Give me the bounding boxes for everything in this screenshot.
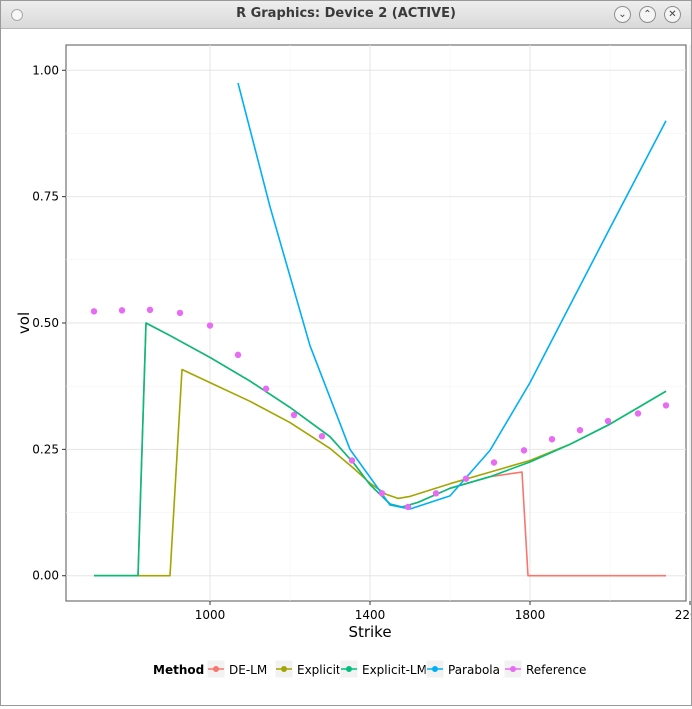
data-point-reference (404, 503, 412, 511)
legend-key-point-de-lm (213, 666, 219, 672)
data-point-reference (206, 322, 214, 329)
window-menu-icon[interactable] (11, 9, 23, 21)
legend-label-de-lm: DE-LM (229, 663, 267, 677)
data-point-reference (662, 402, 670, 409)
legend-label-explicit-lm: Explicit-LM (362, 663, 427, 677)
series-group (90, 82, 670, 577)
data-point-reference (432, 490, 440, 497)
y-tick-label: 0.25 (32, 442, 59, 456)
y-tick-label: 0.75 (32, 190, 59, 204)
y-tick-label: 1.00 (32, 63, 59, 77)
x-tick-label: 1000 (195, 608, 226, 622)
close-button[interactable]: ✕ (664, 6, 681, 23)
window-title: R Graphics: Device 2 (ACTIVE) (236, 6, 456, 21)
legend-label-explicit: Explicit (297, 663, 341, 677)
data-point-reference (520, 447, 528, 454)
legend-key-point-reference (510, 666, 516, 672)
data-point-reference (490, 459, 498, 466)
data-point-reference (548, 436, 556, 443)
data-point-reference (262, 385, 270, 392)
data-point-reference (146, 306, 154, 314)
legend-key-point-explicit (281, 666, 287, 672)
line-chart: 0.00 0.25 0.50 0.75 1.00 1000 1400 1800 2200 St… (15, 44, 692, 679)
data-point-reference (462, 475, 470, 482)
y-axis-ticks: 0.00 0.25 0.50 0.75 1.00 (32, 63, 66, 583)
x-tick-label: 1400 (355, 608, 386, 622)
series-line-explicit-lm (94, 322, 667, 577)
series-line-parabola (237, 82, 667, 510)
y-axis-label: vol (15, 312, 33, 334)
data-point-reference (634, 410, 642, 417)
legend-key-point-parabola (432, 666, 438, 672)
data-point-reference (234, 351, 242, 359)
data-point-reference (90, 308, 98, 315)
data-point-reference (576, 426, 584, 434)
title-bar[interactable]: R Graphics: Device 2 (ACTIVE) ⌄ ⌃ ✕ (1, 1, 691, 29)
data-point-reference (290, 411, 298, 419)
x-tick-label: 1800 (515, 608, 546, 622)
x-tick-label: 2200 (675, 608, 691, 622)
legend: Method DE-LM Explicit Explicit-LM Parabola Re… (153, 659, 586, 679)
maximize-button[interactable]: ⌃ (639, 6, 656, 23)
legend-title: Method (153, 663, 204, 677)
y-tick-label: 0.00 (32, 569, 59, 583)
legend-key-point-explicit-lm (346, 666, 352, 672)
minimize-button[interactable]: ⌄ (614, 6, 631, 23)
legend-label-parabola: Parabola (448, 663, 500, 677)
data-point-reference (318, 433, 326, 440)
data-point-reference (604, 417, 612, 425)
legend-label-reference: Reference (526, 663, 586, 677)
grid-lines (66, 45, 691, 601)
x-axis-label: Strike (348, 623, 391, 641)
data-point-reference (176, 309, 184, 317)
series-line-explicit (94, 368, 667, 577)
y-tick-label: 0.50 (32, 316, 59, 330)
data-point-reference (118, 307, 126, 314)
x-axis-ticks: 1000 1400 1800 2200 (195, 601, 692, 622)
data-point-reference (378, 490, 386, 497)
data-point-reference (348, 457, 356, 464)
plot-area: 0.00 0.25 0.50 0.75 1.00 1000 1400 1800 2200 St… (1, 29, 692, 705)
